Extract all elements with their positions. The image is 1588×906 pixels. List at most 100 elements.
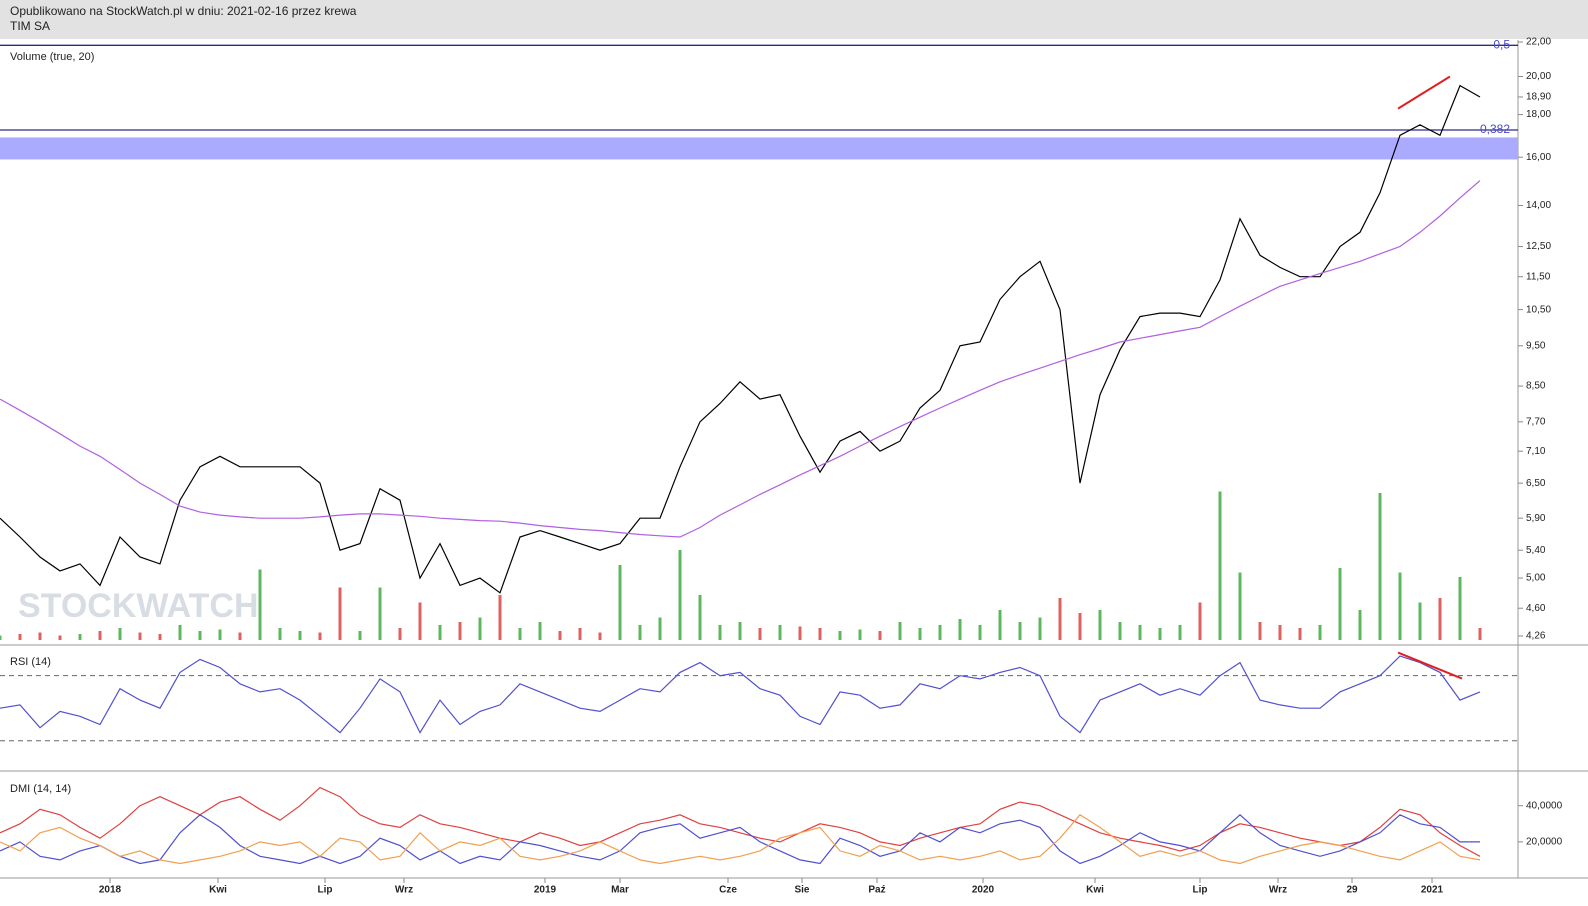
volume-bar: [998, 610, 1002, 640]
volume-bar: [778, 625, 782, 640]
y-tick-label: 14,00: [1526, 200, 1551, 211]
volume-bar: [258, 569, 262, 640]
y-tick-label: 5,00: [1526, 573, 1546, 584]
volume-bar: [118, 628, 122, 640]
volume-bar: [1138, 625, 1142, 640]
volume-bar: [738, 622, 742, 640]
volume-bar: [678, 550, 682, 640]
volume-bar: [1318, 625, 1322, 640]
volume-bar: [18, 634, 22, 640]
x-tick-label: Cze: [719, 885, 737, 896]
volume-bar: [898, 622, 902, 640]
x-tick-label: Wrz: [395, 885, 413, 896]
fib-label: 0,5: [1493, 37, 1510, 51]
x-tick-label: 2018: [99, 885, 122, 896]
y-tick-label: 20,00: [1526, 71, 1551, 82]
y-tick-label: 10,50: [1526, 304, 1551, 315]
x-tick-label: Kwi: [209, 885, 227, 896]
y-tick-label: 5,40: [1526, 545, 1546, 556]
volume-bar: [1418, 602, 1422, 640]
trendline: [1397, 651, 1463, 680]
volume-bar: [918, 628, 922, 640]
volume-bar: [1058, 598, 1062, 640]
x-tick-label: Kwi: [1086, 885, 1104, 896]
volume-bar: [1178, 625, 1182, 640]
y-tick-label: 18,00: [1526, 109, 1551, 120]
header-bar: [0, 0, 1588, 39]
y-tick-label: 5,90: [1526, 513, 1546, 524]
y-tick-label: 22,00: [1526, 37, 1551, 48]
volume-bar: [1338, 568, 1342, 640]
volume-bar: [1378, 493, 1382, 640]
volume-bar: [398, 628, 402, 640]
volume-bar: [1398, 572, 1402, 640]
volume-bar: [638, 625, 642, 640]
volume-bar: [658, 617, 662, 640]
volume-bar: [238, 632, 242, 640]
volume-bar: [158, 634, 162, 640]
volume-bar: [818, 628, 822, 640]
zone: [0, 137, 1518, 160]
x-tick-label: 2021: [1421, 885, 1444, 896]
header-text: Opublikowano na StockWatch.pl w dniu: 20…: [10, 4, 357, 18]
series-line: [0, 814, 1481, 865]
volume-bar: [378, 587, 382, 640]
y-tick-label: 12,50: [1526, 241, 1551, 252]
volume-bar: [538, 622, 542, 640]
volume-bar: [798, 626, 802, 640]
volume-bar: [358, 631, 362, 640]
volume-bar: [698, 595, 702, 640]
volume-bar: [1358, 610, 1362, 640]
volume-bar: [618, 565, 622, 640]
volume-bar: [218, 629, 222, 640]
volume-bar: [438, 625, 442, 640]
volume-bar: [478, 617, 482, 640]
volume-bar: [318, 632, 322, 640]
volume-bar: [978, 625, 982, 640]
volume-bar: [1438, 598, 1442, 640]
volume-bar: [78, 634, 82, 640]
volume-bar: [758, 628, 762, 640]
volume-bar: [1078, 613, 1082, 640]
x-tick-label: 2019: [534, 885, 557, 896]
x-tick-label: Wrz: [1269, 885, 1287, 896]
x-tick-label: 29: [1346, 885, 1358, 896]
volume-bar: [598, 632, 602, 640]
volume-bar: [858, 629, 862, 640]
x-tick-label: Sie: [794, 885, 809, 896]
x-tick-label: Lip: [318, 885, 333, 896]
y-tick-label: 11,50: [1526, 271, 1551, 282]
y-tick-label: 9,50: [1526, 340, 1546, 351]
x-tick-label: 2020: [972, 885, 995, 896]
x-tick-label: Lip: [1193, 885, 1208, 896]
panel-title: RSI (14): [10, 656, 51, 668]
volume-bar: [1278, 625, 1282, 640]
volume-bar: [278, 628, 282, 640]
volume-bar: [178, 625, 182, 640]
y-tick-label: 6,50: [1526, 478, 1546, 489]
volume-bar: [1298, 628, 1302, 640]
y-tick-label: 7,70: [1526, 416, 1546, 427]
y-tick-label: 7,10: [1526, 446, 1546, 457]
volume-bar: [1458, 577, 1462, 640]
y-tick-label: 8,50: [1526, 381, 1546, 392]
volume-bar: [298, 631, 302, 640]
volume-bar: [498, 595, 502, 640]
watermark: STOCKWATCH: [18, 587, 259, 625]
volume-bar: [338, 587, 342, 640]
volume-bar: [1218, 491, 1222, 640]
volume-bar: [418, 602, 422, 640]
y-tick-label: 20,0000: [1526, 837, 1563, 848]
y-tick-label: 16,00: [1526, 152, 1551, 163]
volume-bar: [1158, 628, 1162, 640]
volume-bar: [1118, 622, 1122, 640]
series-line: [0, 813, 1480, 865]
volume-bar: [558, 631, 562, 640]
y-tick-label: 40,0000: [1526, 800, 1563, 811]
volume-bar: [98, 631, 102, 640]
series-line: [0, 655, 1481, 734]
fib-label: 0,382: [1480, 122, 1510, 136]
volume-bar: [578, 628, 582, 640]
volume-bar: [518, 628, 522, 640]
